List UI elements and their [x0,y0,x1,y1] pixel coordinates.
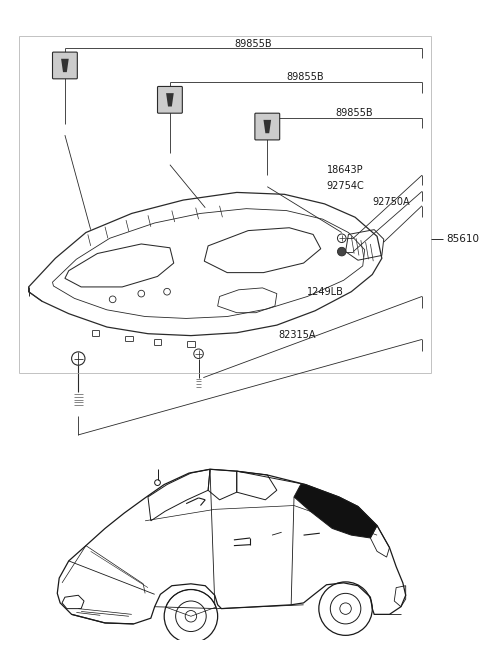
Text: 85610: 85610 [446,234,479,244]
Polygon shape [166,93,174,107]
Text: 92750A: 92750A [372,197,410,207]
Polygon shape [294,485,377,538]
FancyBboxPatch shape [255,113,280,140]
Text: 82315A: 82315A [279,329,316,340]
Text: 89855B: 89855B [287,72,324,82]
FancyBboxPatch shape [52,52,77,79]
Text: 89855B: 89855B [234,39,272,48]
Text: 89855B: 89855B [335,108,372,118]
Polygon shape [264,120,271,133]
Polygon shape [61,59,69,72]
Text: 92754C: 92754C [326,181,364,191]
Text: 18643P: 18643P [326,164,363,174]
FancyBboxPatch shape [157,86,182,113]
Circle shape [337,248,346,256]
Text: 1249LB: 1249LB [307,287,344,297]
